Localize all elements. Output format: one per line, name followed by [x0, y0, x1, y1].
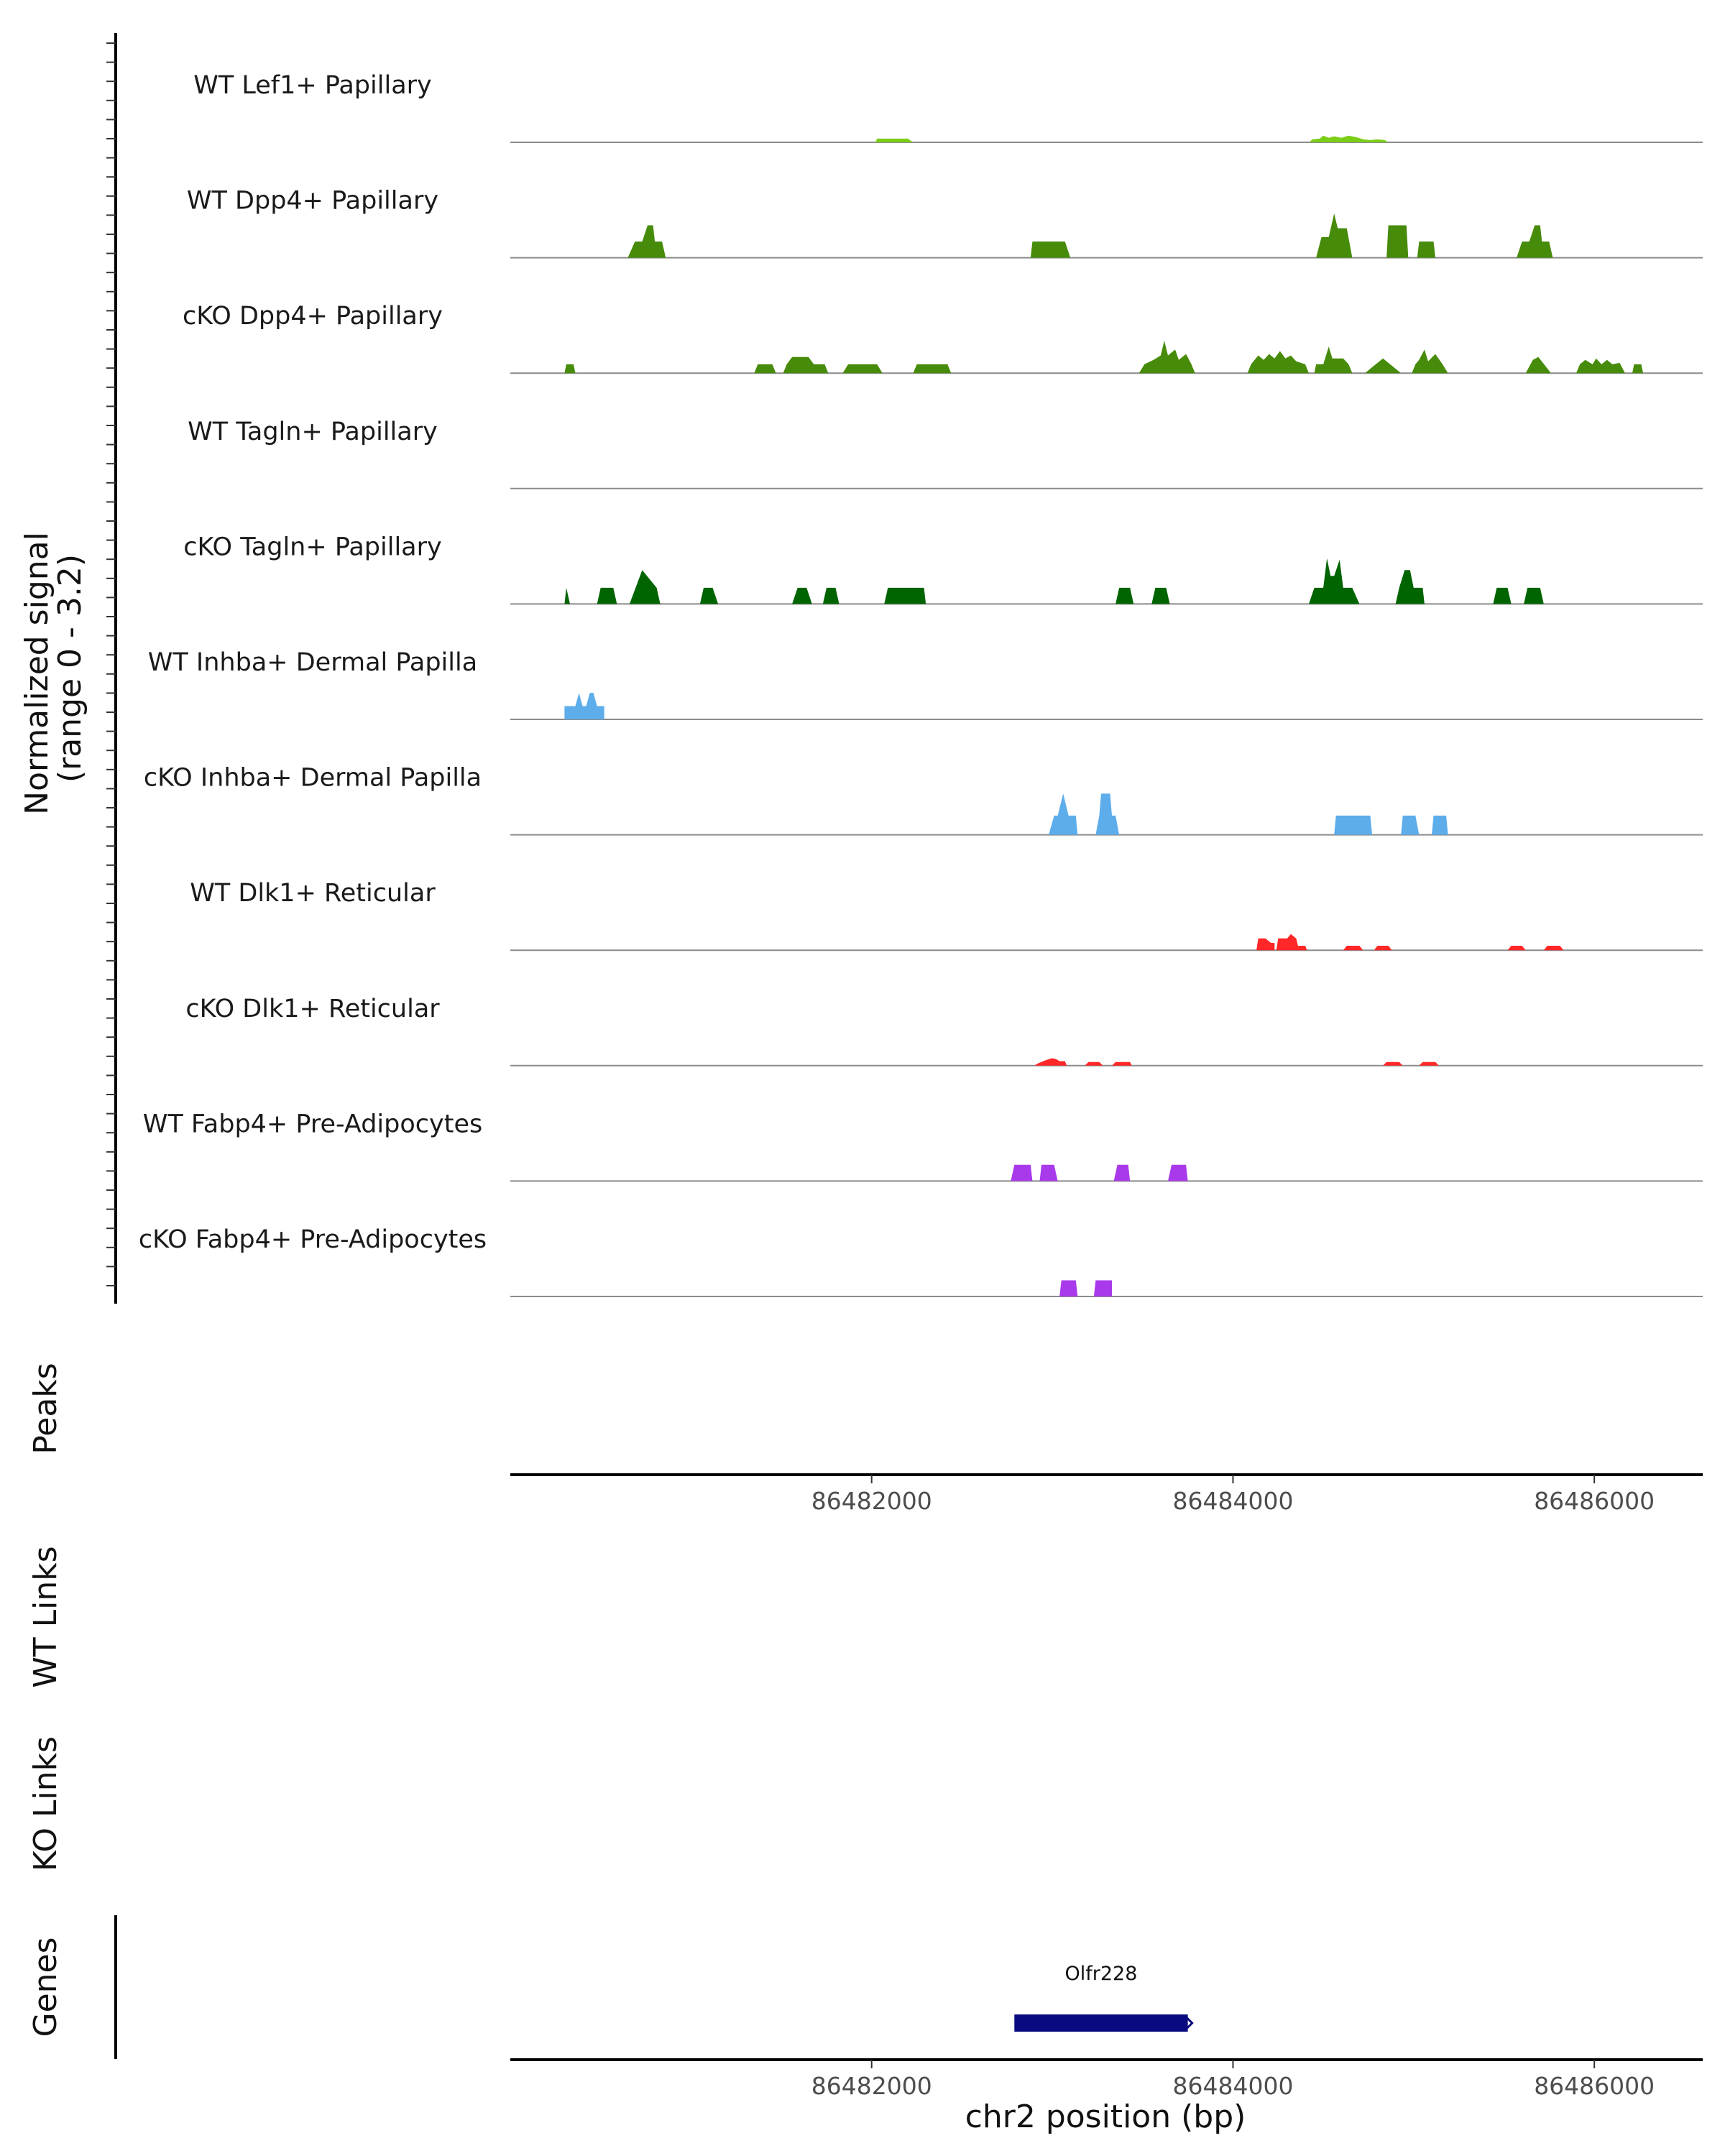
track-signal-area — [564, 341, 1644, 374]
track-cko-dlk1-reticular: cKO Dlk1+ Reticular — [185, 995, 1703, 1067]
track-signal-area — [564, 558, 1544, 604]
track-cko-dpp4-papillary: cKO Dpp4+ Papillary — [183, 302, 1703, 374]
genes-x-tick-label: 86482000 — [811, 2072, 932, 2100]
y-axis-title: Normalized signal (range 0 - 3.2) — [19, 522, 88, 815]
track-wt-lef1-papillary: WT Lef1+ Papillary — [193, 71, 1703, 143]
track-signal-area — [1256, 934, 1564, 951]
genes-x-tick-label: 86484000 — [1172, 2072, 1293, 2100]
genes-x-axis-ticks: 86482000 86484000 86486000 — [811, 2060, 1655, 2100]
gene-body — [1014, 2014, 1188, 2032]
track-cko-inhba-dermal-papilla: cKO Inhba+ Dermal Papilla — [144, 764, 1703, 836]
peaks-x-tick-label: 86482000 — [811, 1487, 932, 1515]
y-axis-minor-ticks — [106, 42, 116, 1286]
track-cko-fabp4-pre-adipocytes: cKO Fabp4+ Pre-Adipocytes — [139, 1225, 1703, 1297]
peaks-panel-title: Peaks — [27, 1363, 64, 1454]
track-label: WT Dlk1+ Reticular — [190, 879, 436, 908]
x-axis-title: chr2 position (bp) — [965, 2099, 1246, 2135]
track-label: WT Lef1+ Papillary — [193, 71, 432, 100]
y-axis-title-line-2: (range 0 - 3.2) — [52, 554, 88, 783]
track-label: cKO Tagln+ Papillary — [183, 533, 442, 561]
track-label: WT Dpp4+ Papillary — [187, 187, 438, 216]
track-signal-area — [875, 135, 1389, 142]
track-wt-dpp4-papillary: WT Dpp4+ Papillary — [187, 187, 1703, 259]
track-signal-area — [1011, 1164, 1188, 1181]
gene-label: Olfr228 — [1065, 1963, 1138, 1985]
gene-olfr228: Olfr228 — [1014, 1963, 1194, 2032]
gene-strand-arrow — [1184, 2014, 1194, 2032]
peaks-x-tick-label: 86486000 — [1534, 1487, 1655, 1515]
genes-panel-title: Genes — [27, 1937, 64, 2037]
track-label: WT Inhba+ Dermal Papilla — [148, 648, 477, 677]
peaks-x-tick-label: 86484000 — [1172, 1487, 1293, 1515]
track-wt-tagln-papillary: WT Tagln+ Papillary — [188, 418, 1703, 489]
track-label: cKO Inhba+ Dermal Papilla — [144, 764, 482, 793]
genes-x-tick-label: 86486000 — [1534, 2072, 1655, 2100]
track-signal-area — [1034, 1058, 1439, 1066]
y-axis-title-line-1: Normalized signal — [19, 532, 55, 815]
track-signal-area — [564, 693, 604, 719]
track-label: cKO Fabp4+ Pre-Adipocytes — [139, 1225, 487, 1254]
track-wt-fabp4-pre-adipocytes: WT Fabp4+ Pre-Adipocytes — [143, 1110, 1703, 1182]
track-cko-tagln-papillary: cKO Tagln+ Papillary — [183, 533, 1703, 605]
track-label: cKO Dlk1+ Reticular — [185, 995, 440, 1023]
track-label: cKO Dpp4+ Papillary — [183, 302, 443, 331]
track-wt-inhba-dermal-papilla: WT Inhba+ Dermal Papilla — [148, 648, 1703, 720]
track-signal-area — [1059, 1280, 1112, 1296]
track-label: WT Fabp4+ Pre-Adipocytes — [143, 1110, 482, 1138]
track-label: WT Tagln+ Papillary — [188, 418, 438, 446]
track-signal-area — [627, 213, 1553, 258]
coverage-tracks: WT Lef1+ Papillary WT Dpp4+ Papillary cKO … — [139, 71, 1703, 1297]
ko-links-panel-title: KO Links — [27, 1736, 64, 1871]
peaks-x-axis-ticks: 86482000 86484000 86486000 — [811, 1475, 1655, 1515]
wt-links-panel-title: WT Links — [27, 1546, 64, 1687]
track-signal-area — [1049, 793, 1448, 835]
track-wt-dlk1-reticular: WT Dlk1+ Reticular — [190, 879, 1703, 952]
gene-annotations: Olfr228 — [1014, 1963, 1194, 2032]
